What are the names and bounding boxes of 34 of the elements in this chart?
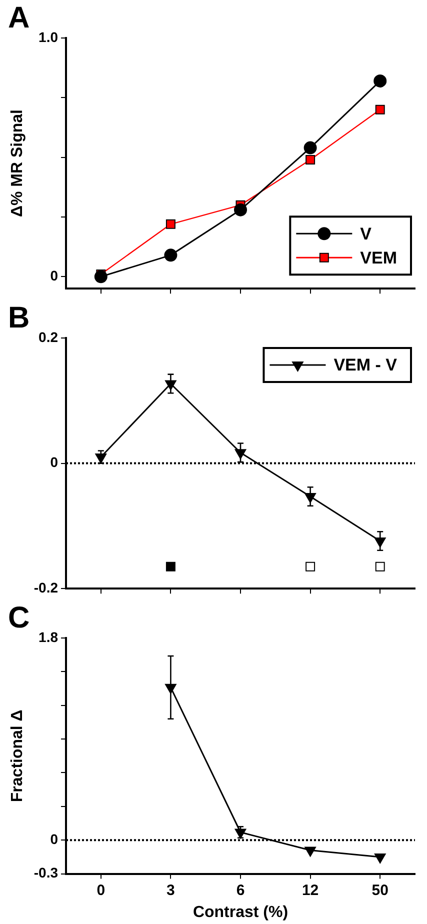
y-tick-label: 1.8: [38, 628, 58, 645]
legend-label: VEM - V: [334, 356, 398, 375]
point: [166, 219, 176, 229]
y-axis-title: Δ% MR Signal: [9, 110, 26, 218]
point: [164, 248, 178, 262]
y-tick-label: 0: [50, 830, 58, 847]
point: [306, 154, 316, 164]
legend-label: V: [360, 224, 372, 244]
legend-label: VEM: [360, 248, 398, 268]
x-tick-label: 3: [166, 882, 175, 899]
y-tick-label: 0: [50, 454, 58, 470]
point: [375, 104, 385, 114]
point: [234, 203, 247, 216]
y-axis-title: Fractional Δ: [9, 710, 26, 802]
point: [165, 684, 176, 694]
x-axis-title: Contrast (%): [192, 904, 288, 921]
point: [374, 74, 387, 88]
chart-title: A: [8, 1, 30, 34]
y-tick-label: 1.0: [38, 28, 58, 45]
y-tick-label: 0: [50, 268, 58, 284]
x-tick-label: 0: [96, 882, 106, 899]
point: [374, 853, 386, 864]
x-tick-label: 6: [236, 882, 245, 899]
y-tick-label: -0.2: [34, 579, 58, 596]
y-tick-label: 0.2: [38, 328, 58, 345]
x-tick-label: 12: [302, 882, 319, 899]
point: [304, 141, 317, 154]
y-tick-label: -0.3: [34, 864, 58, 881]
chart-title: C: [8, 601, 30, 634]
chart-title: B: [8, 301, 30, 334]
point: [234, 828, 246, 839]
point: [304, 846, 316, 857]
x-tick-label: 50: [372, 882, 388, 899]
point: [94, 270, 108, 284]
